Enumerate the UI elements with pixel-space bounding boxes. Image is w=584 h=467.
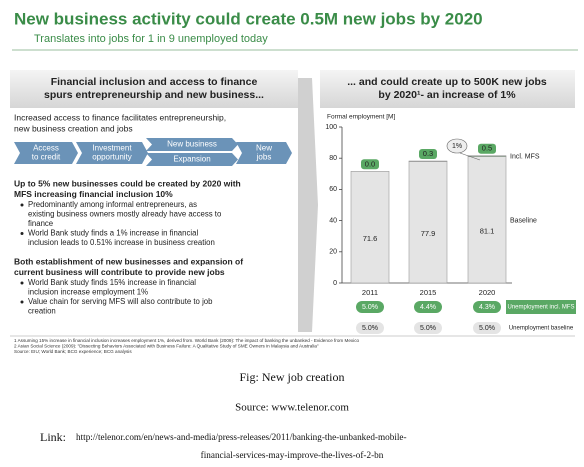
bullet-text: inclusion leads to 0.51% increase in bus… (28, 238, 215, 247)
flow-label: to credit (32, 153, 61, 162)
flow-step (146, 153, 238, 166)
bar-label: 71.6 (363, 234, 378, 243)
flow-step (146, 138, 238, 151)
x-tick-label: 2011 (362, 288, 378, 297)
right-heading-box (320, 70, 575, 108)
bullet-text: creation (28, 307, 56, 316)
unemployment-oval (356, 322, 384, 334)
row-name-box (506, 300, 576, 314)
y-axis-label: Formal employment [M] (327, 114, 395, 121)
lead-text: MFS increasing financial inclusion 10% (14, 189, 173, 199)
flow-label: New business (167, 140, 217, 149)
panel-heading: spurs entrepreneurship and new business.… (44, 89, 264, 101)
bar-segment (350, 171, 390, 284)
legend-entry: Baseline (510, 217, 537, 224)
row-name: Unemployment incl. MFS (507, 305, 574, 311)
lead-text: Both establishment of new businesses and… (14, 256, 243, 266)
bar-segment (408, 161, 448, 284)
x-tick-label: 2020 (479, 288, 496, 297)
bullet-text: inclusion increase employment 1% (28, 288, 148, 297)
bullet (20, 203, 24, 207)
y-tick-label: 60 (329, 186, 337, 193)
bullet-text: Value chain for serving MFS will also co… (28, 297, 213, 306)
bullet-text: Predominantly among informal entrepreneu… (28, 200, 197, 209)
bar-label-box (419, 149, 437, 160)
y-tick-label: 0 (333, 280, 337, 287)
x-tick-label: 2015 (420, 288, 437, 297)
flow-label: Investment (92, 144, 132, 153)
panel-heading: by 2020¹- an increase of 1% (378, 89, 516, 101)
bar-label: 0.0 (365, 159, 375, 168)
bar-label: 0.5 (482, 144, 492, 153)
panel-heading: ... and could create up to 500K new jobs (347, 76, 547, 88)
bullet-text: World Bank study finds 15% increase in f… (28, 278, 196, 287)
unemployment-oval (473, 301, 501, 313)
bullet (20, 281, 24, 285)
bar-segment (467, 156, 507, 284)
y-tick-label: 100 (325, 124, 337, 131)
bar-label: 81.1 (480, 227, 495, 236)
link-label: Link: (40, 430, 66, 444)
unemployment-label: 5.0% (362, 325, 378, 332)
flow-label: New (256, 144, 272, 153)
y-tick-label: 80 (329, 155, 337, 162)
bar-label-box (361, 159, 379, 170)
flow-label: Expansion (173, 155, 210, 164)
bullet-text: finance (28, 219, 53, 228)
lead-text: current business will contribute to prov… (14, 267, 225, 277)
unemployment-oval (356, 301, 384, 313)
flow-label: jobs (256, 153, 272, 162)
flow-label: opportunity (92, 153, 132, 162)
bar-label: 77.9 (421, 229, 436, 238)
flow-label: Access (33, 144, 59, 153)
bar-segment (467, 155, 507, 157)
footnote: 2 Asian Social Science (2009): "Dissecti… (14, 344, 319, 349)
intro-text: new business creation and jobs (14, 123, 133, 133)
bullet-text: World Bank study finds a 1% increase in … (28, 229, 198, 238)
link-text: financial-services-may-improve-the-lives… (201, 450, 384, 460)
footnote: 1 Assuming 15% increase in financial inc… (14, 338, 359, 343)
unemployment-label: 4.4% (420, 304, 436, 311)
left-heading-box (10, 70, 298, 108)
unemployment-oval (414, 301, 442, 313)
intro-text: Increased access to finance facilitates … (14, 112, 226, 122)
row-name: Unemployment baseline (509, 326, 574, 332)
annotation: 1% (452, 143, 462, 150)
bullet (20, 300, 24, 304)
y-tick-label: 20 (329, 249, 337, 256)
footnote: Source: EIU; World Bank; BCG experience;… (14, 349, 132, 354)
slide-subtitle: Translates into jobs for 1 in 9 unemploy… (34, 33, 268, 45)
slide-title: New business activity could create 0.5M … (14, 9, 483, 28)
lead-text: Up to 5% new businesses could be created… (14, 178, 241, 188)
flow-step (14, 142, 78, 164)
unemployment-label: 4.3% (479, 304, 495, 311)
bar-label: 0.3 (423, 149, 433, 158)
bar-label-box (478, 143, 496, 154)
flow-step (236, 142, 292, 164)
annotation-leader (459, 152, 481, 161)
bullet-text: existing business owners mostly already … (28, 210, 222, 219)
figure-caption: Fig: New job creation (240, 370, 345, 384)
unemployment-label: 5.0% (420, 325, 436, 332)
unemployment-label: 5.0% (362, 304, 378, 311)
divider-arrow (298, 78, 318, 332)
flow-step (76, 142, 148, 164)
panel-heading: Financial inclusion and access to financ… (51, 76, 258, 88)
annotation-bubble (446, 138, 468, 154)
unemployment-oval (473, 322, 501, 334)
source-caption: Source: www.telenor.com (235, 402, 349, 414)
unemployment-label: 5.0% (479, 325, 495, 332)
legend-entry: Incl. MFS (510, 153, 540, 160)
bullet (20, 232, 24, 235)
unemployment-oval (414, 322, 442, 334)
link-text: http://telenor.com/en/news-and-media/pre… (76, 432, 407, 442)
y-tick-label: 40 (329, 217, 337, 224)
